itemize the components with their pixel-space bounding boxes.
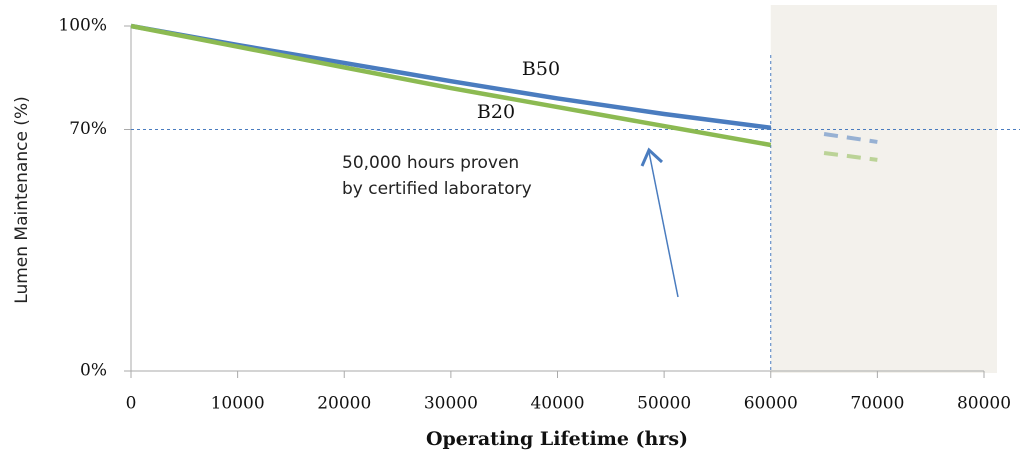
line [130,23,772,148]
x-tick-label: 40000 [530,394,584,414]
x-tick-label: 80000 [957,394,1011,414]
arrow [648,151,679,298]
projected-line [823,132,878,144]
x-tick-label: 10000 [211,394,265,414]
annotation: by certified laboratory [342,179,532,199]
x-tick-label: 70000 [850,394,904,414]
annotation: 50,000 hours proven [342,153,519,173]
x-tick-label: 20000 [317,394,371,414]
y-axis-title: Lumen Maintenance (%) [12,96,32,303]
line [130,23,772,131]
series-label: B20 [477,101,515,123]
series-label: B50 [522,58,560,80]
arrow-head [640,147,664,167]
x-axis-title: Operating Lifetime (hrs) [426,428,688,450]
x-tick-label: 60000 [744,394,798,414]
projected-line [823,150,878,162]
x-tick-label: 0 [126,394,137,414]
x-tick-label: 50000 [637,394,691,414]
y-tick-label: 0% [80,361,107,381]
y-tick-label: 100% [58,16,107,36]
shaded-region [770,5,997,373]
y-tick-label: 70% [69,119,107,139]
x-tick-label: 30000 [424,394,478,414]
